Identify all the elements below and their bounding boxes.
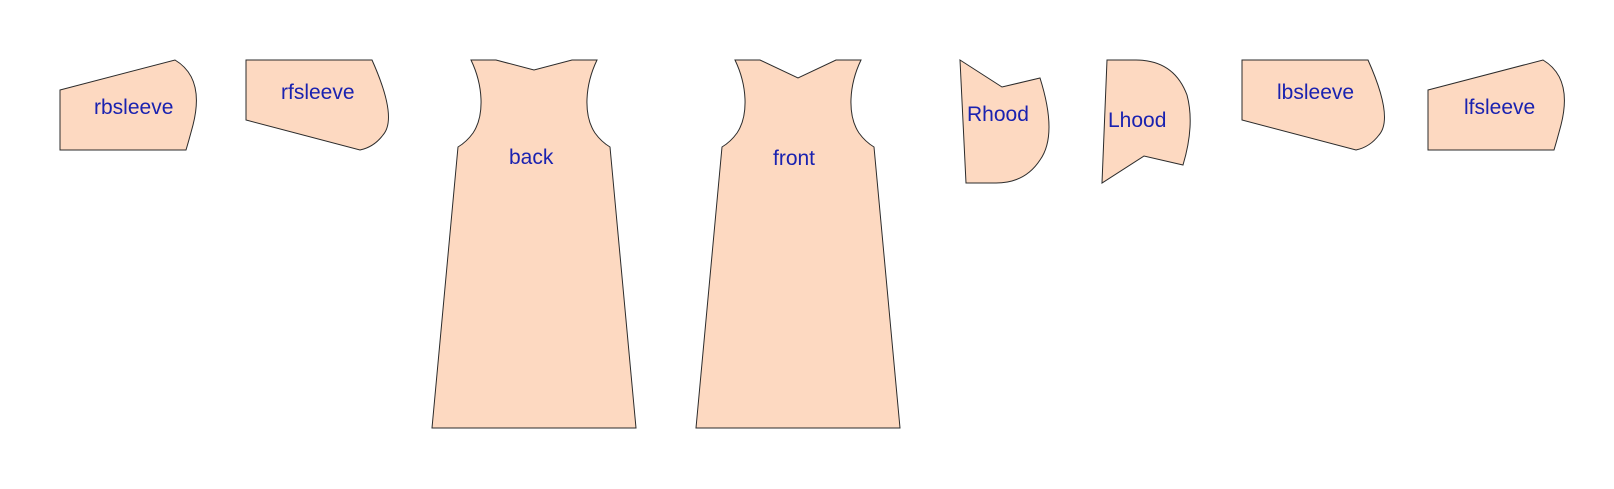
- front-label: front: [773, 147, 815, 170]
- lfsleeve-label: lfsleeve: [1464, 96, 1535, 119]
- rfsleeve-label: rfsleeve: [281, 81, 355, 104]
- lfsleeve-shape: [1427, 59, 1565, 151]
- piece-back: back: [431, 59, 637, 429]
- lhood-shape: [1101, 59, 1191, 184]
- piece-rhood: Rhood: [959, 59, 1050, 184]
- piece-rbsleeve: rbsleeve: [59, 59, 197, 151]
- front-shape: [695, 59, 901, 429]
- piece-lfsleeve: lfsleeve: [1427, 59, 1565, 151]
- rfsleeve-shape: [245, 59, 389, 151]
- back-label: back: [509, 146, 554, 169]
- piece-rfsleeve: rfsleeve: [245, 59, 389, 151]
- lbsleeve-shape: [1241, 59, 1385, 151]
- rhood-label: Rhood: [967, 103, 1029, 126]
- rbsleeve-shape: [59, 59, 197, 151]
- rbsleeve-label: rbsleeve: [94, 96, 173, 119]
- piece-lhood: Lhood: [1101, 59, 1191, 184]
- rhood-shape: [959, 59, 1050, 184]
- piece-front: front: [695, 59, 901, 429]
- back-shape: [431, 59, 637, 429]
- piece-lbsleeve: lbsleeve: [1241, 59, 1385, 151]
- lhood-label: Lhood: [1108, 109, 1166, 132]
- lbsleeve-label: lbsleeve: [1277, 81, 1354, 104]
